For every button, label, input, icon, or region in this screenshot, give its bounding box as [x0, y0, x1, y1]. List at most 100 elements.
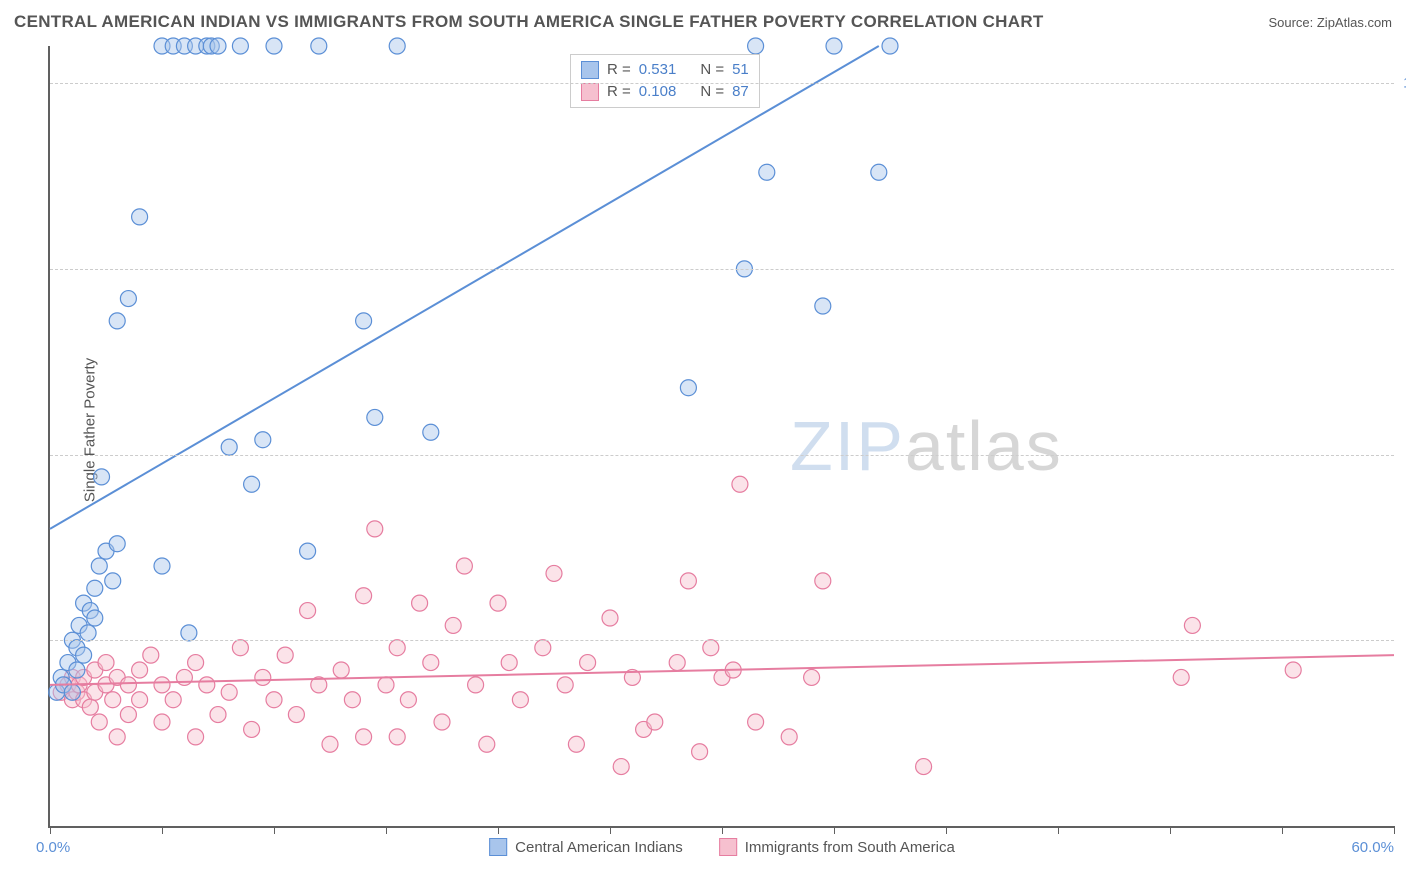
data-point	[490, 595, 506, 611]
data-point	[91, 558, 107, 574]
n-label-cai: N =	[700, 59, 724, 81]
data-point	[154, 714, 170, 730]
data-point	[232, 38, 248, 54]
data-point	[389, 729, 405, 745]
series-legend: Central American Indians Immigrants from…	[489, 838, 955, 856]
data-point	[143, 647, 159, 663]
stats-legend: R = 0.531 N = 51 R = 0.108 N = 87	[570, 54, 760, 108]
data-point	[69, 662, 85, 678]
source-label: Source: ZipAtlas.com	[1268, 15, 1392, 30]
data-point	[109, 729, 125, 745]
swatch-isa	[719, 838, 737, 856]
gridline	[50, 269, 1394, 270]
data-point	[512, 692, 528, 708]
n-label-isa: N =	[700, 81, 724, 103]
data-point	[232, 640, 248, 656]
data-point	[423, 655, 439, 671]
data-point	[456, 558, 472, 574]
data-point	[64, 684, 80, 700]
data-point	[445, 617, 461, 633]
x-tick	[274, 826, 275, 834]
data-point	[165, 692, 181, 708]
data-point	[1184, 617, 1200, 633]
chart-svg	[50, 46, 1394, 826]
data-point	[389, 640, 405, 656]
data-point	[501, 655, 517, 671]
data-point	[647, 714, 663, 730]
n-value-cai: 51	[732, 59, 749, 81]
data-point	[557, 677, 573, 693]
data-point	[244, 476, 260, 492]
chart-title: CENTRAL AMERICAN INDIAN VS IMMIGRANTS FR…	[14, 12, 1044, 32]
y-tick-label: 75.0%	[1402, 260, 1406, 277]
data-point	[87, 580, 103, 596]
data-point	[98, 655, 114, 671]
data-point	[244, 721, 260, 737]
data-point	[535, 640, 551, 656]
data-point	[255, 669, 271, 685]
x-tick	[386, 826, 387, 834]
data-point	[105, 573, 121, 589]
data-point	[94, 469, 110, 485]
stats-row-isa: R = 0.108 N = 87	[581, 81, 749, 103]
data-point	[815, 573, 831, 589]
data-point	[199, 677, 215, 693]
data-point	[109, 313, 125, 329]
legend-item-cai: Central American Indians	[489, 838, 683, 856]
data-point	[748, 714, 764, 730]
data-point	[412, 595, 428, 611]
data-point	[400, 692, 416, 708]
stats-row-cai: R = 0.531 N = 51	[581, 59, 749, 81]
data-point	[266, 692, 282, 708]
gridline	[50, 83, 1394, 84]
data-point	[277, 647, 293, 663]
data-point	[692, 744, 708, 760]
title-bar: CENTRAL AMERICAN INDIAN VS IMMIGRANTS FR…	[14, 12, 1392, 32]
legend-item-isa: Immigrants from South America	[719, 838, 955, 856]
data-point	[680, 573, 696, 589]
gridline	[50, 640, 1394, 641]
gridline	[50, 455, 1394, 456]
data-point	[188, 655, 204, 671]
data-point	[804, 669, 820, 685]
x-axis-max-label: 60.0%	[1351, 839, 1394, 856]
data-point	[680, 380, 696, 396]
data-point	[154, 558, 170, 574]
legend-label-cai: Central American Indians	[515, 839, 683, 856]
data-point	[210, 707, 226, 723]
data-point	[176, 669, 192, 685]
data-point	[80, 625, 96, 641]
r-value-cai: 0.531	[639, 59, 677, 81]
plot-area: ZIPatlas R = 0.531 N = 51 R = 0.108 N = …	[48, 46, 1394, 828]
data-point	[546, 565, 562, 581]
data-point	[255, 432, 271, 448]
data-point	[300, 543, 316, 559]
y-tick-label: 50.0%	[1402, 446, 1406, 463]
data-point	[322, 736, 338, 752]
data-point	[826, 38, 842, 54]
swatch-isa	[581, 83, 599, 101]
y-tick-label: 25.0%	[1402, 632, 1406, 649]
data-point	[300, 603, 316, 619]
x-axis-min-label: 0.0%	[36, 839, 70, 856]
x-tick	[162, 826, 163, 834]
data-point	[120, 291, 136, 307]
x-tick	[50, 826, 51, 834]
r-label-cai: R =	[607, 59, 631, 81]
data-point	[132, 662, 148, 678]
data-point	[1285, 662, 1301, 678]
data-point	[154, 677, 170, 693]
x-tick	[1058, 826, 1059, 834]
data-point	[181, 625, 197, 641]
data-point	[703, 640, 719, 656]
data-point	[120, 677, 136, 693]
data-point	[378, 677, 394, 693]
data-point	[815, 298, 831, 314]
data-point	[288, 707, 304, 723]
x-tick	[498, 826, 499, 834]
y-tick-label: 100.0%	[1402, 75, 1406, 92]
data-point	[87, 610, 103, 626]
data-point	[367, 521, 383, 537]
data-point	[356, 313, 372, 329]
r-label-isa: R =	[607, 81, 631, 103]
